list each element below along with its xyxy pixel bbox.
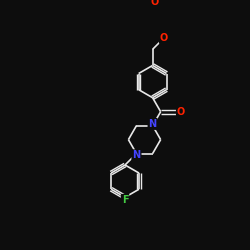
- Text: O: O: [160, 33, 168, 43]
- Text: O: O: [150, 0, 158, 7]
- Text: F: F: [122, 195, 128, 205]
- Text: N: N: [132, 150, 140, 160]
- Text: O: O: [177, 107, 185, 117]
- Text: N: N: [148, 119, 157, 129]
